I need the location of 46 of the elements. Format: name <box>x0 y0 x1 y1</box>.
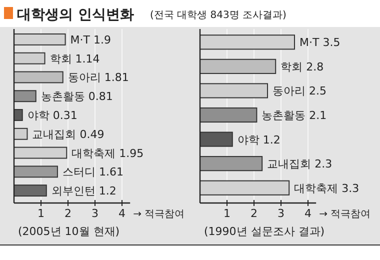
data-label: 농촌활동 0.81 <box>40 90 113 104</box>
bar <box>200 83 268 98</box>
bar <box>14 71 64 84</box>
bar <box>14 184 47 197</box>
data-label: 교내집회 2.3 <box>267 158 332 171</box>
bar <box>14 109 23 121</box>
bar <box>14 90 36 102</box>
data-label: 스터디 1.61 <box>62 166 124 179</box>
x-tick-label: 2 <box>64 207 72 220</box>
bar <box>200 132 233 147</box>
x-tick-label: 2 <box>250 207 258 220</box>
x-tick-label: 3 <box>278 207 284 220</box>
x-tick-label: 3 <box>92 207 98 220</box>
data-label: 야학 1.2 <box>237 133 280 146</box>
bar <box>14 166 58 178</box>
bar <box>14 128 28 140</box>
bar <box>14 52 46 64</box>
data-label: 대학축제 3.3 <box>294 182 360 195</box>
data-label: 동아리 2.5 <box>272 84 326 98</box>
text: (1990년 설문조사 결과) <box>204 225 325 238</box>
x-tick-label: 1 <box>224 207 230 220</box>
data-label: 학회 2.8 <box>280 60 324 74</box>
data-label: M·T 1.9 <box>70 33 112 46</box>
data-label: 학회 1.14 <box>50 52 100 66</box>
bar <box>200 107 258 123</box>
data-label: M·T 3.5 <box>300 36 340 50</box>
text: 대학생의 인식변화 <box>17 7 134 23</box>
bar <box>200 180 290 196</box>
text: (전국 대학생 843명 조사결과) <box>150 10 287 21</box>
x-axis-title: → 적극참여 <box>319 209 371 220</box>
data-label: 대학축제 1.95 <box>72 146 144 160</box>
bar <box>14 146 68 159</box>
x-tick-label: 4 <box>118 207 126 220</box>
data-label: 동아리 1.81 <box>68 71 129 84</box>
bar <box>200 156 263 172</box>
x-tick-label: 1 <box>38 207 44 220</box>
bar <box>200 58 276 74</box>
data-label: 농촌활동 2.1 <box>262 109 327 122</box>
data-label: 교내집회 0.49 <box>32 128 104 141</box>
x-tick-label: 4 <box>304 207 312 220</box>
bar <box>14 33 66 46</box>
data-label: 외부인턴 1.2 <box>51 184 116 198</box>
data-label: 야학 0.31 <box>27 109 78 122</box>
text: (2005년 10월 현재) <box>18 225 120 238</box>
bar <box>200 34 295 50</box>
x-axis-title: → 적극참여 <box>133 209 185 220</box>
